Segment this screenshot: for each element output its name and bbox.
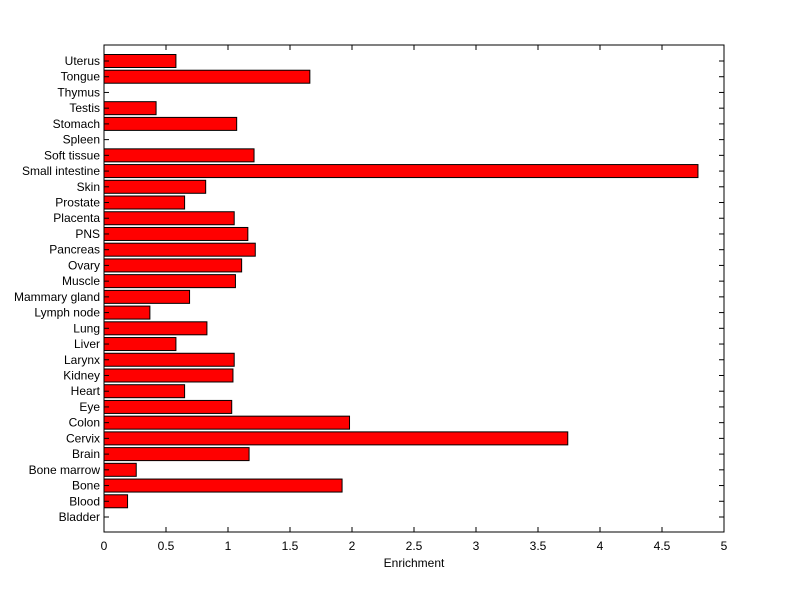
bar-placenta [103, 211, 235, 226]
x-tick-label-1: 0.5 [158, 539, 175, 553]
bar-pns [103, 226, 249, 241]
bar-ovary [103, 258, 243, 273]
bar-larynx [103, 352, 235, 367]
y-tick-label-bladder: Bladder [59, 510, 100, 524]
y-tick-label-prostate: Prostate [55, 196, 100, 210]
bar-heart [103, 384, 186, 399]
y-tick-label-skin: Skin [77, 180, 100, 194]
x-axis-label: Enrichment [384, 556, 445, 570]
y-tick-label-small-intestine: Small intestine [22, 164, 100, 178]
bar-mammary-gland [103, 289, 191, 304]
bar-skin [103, 179, 207, 194]
x-tick-label-8: 4 [597, 539, 604, 553]
x-tick-label-4: 2 [349, 539, 356, 553]
bar-stomach [103, 116, 238, 131]
bar-uterus [103, 54, 177, 68]
bar-cervix [103, 431, 569, 446]
x-tick-label-0: 0 [101, 539, 108, 553]
x-tick-label-6: 3 [473, 539, 480, 553]
y-tick-label-muscle: Muscle [62, 274, 100, 288]
y-tick-label-kidney: Kidney [63, 368, 100, 382]
y-tick-label-pancreas: Pancreas [49, 243, 100, 257]
y-tick-label-spleen: Spleen [63, 133, 100, 147]
bar-kidney [103, 368, 234, 383]
x-tick-label-9: 4.5 [654, 539, 671, 553]
bar-pancreas [103, 242, 256, 257]
y-tick-label-soft-tissue: Soft tissue [44, 148, 100, 162]
y-tick-label-lymph-node: Lymph node [34, 306, 100, 320]
bar-bone [103, 478, 343, 493]
y-tick-label-liver: Liver [74, 337, 100, 351]
bar-prostate [103, 195, 186, 210]
y-tick-label-blood: Blood [69, 494, 100, 508]
y-tick-label-testis: Testis [69, 101, 100, 115]
bar-liver [103, 337, 177, 352]
y-tick-label-eye: Eye [79, 400, 100, 414]
y-tick-label-ovary: Ovary [68, 258, 100, 272]
bar-lung [103, 321, 208, 336]
x-tick-label-2: 1 [225, 539, 232, 553]
y-tick-label-placenta: Placenta [53, 211, 100, 225]
y-tick-label-bone: Bone [72, 479, 100, 493]
bar-eye [103, 399, 233, 414]
bar-soft-tissue [103, 148, 255, 163]
x-tick-label-7: 3.5 [530, 539, 547, 553]
y-tick-label-uterus: Uterus [65, 54, 100, 68]
x-tick-label-10: 5 [721, 539, 728, 553]
bar-tongue [103, 69, 311, 84]
y-tick-label-larynx: Larynx [64, 353, 100, 367]
y-tick-label-lung: Lung [73, 321, 100, 335]
bar-lymph-node [103, 305, 151, 320]
x-tick-label-3: 1.5 [282, 539, 299, 553]
bar-testis [103, 101, 157, 116]
y-tick-label-cervix: Cervix [66, 431, 100, 445]
y-tick-label-stomach: Stomach [53, 117, 100, 131]
y-tick-label-mammary-gland: Mammary gland [14, 290, 100, 304]
bar-small-intestine [103, 164, 699, 179]
x-tick-label-5: 2.5 [406, 539, 423, 553]
y-tick-label-heart: Heart [71, 384, 101, 398]
bar-colon [103, 415, 351, 430]
y-tick-label-bone-marrow: Bone marrow [29, 463, 101, 477]
y-tick-label-colon: Colon [69, 416, 100, 430]
y-tick-label-thymus: Thymus [57, 85, 100, 99]
y-tick-label-pns: PNS [75, 227, 100, 241]
x-ticks-group: 0 0.5 1 1.5 2 2.5 3 3.5 4 4.5 5 [101, 45, 728, 553]
bar-brain [103, 447, 250, 462]
y-tick-label-brain: Brain [72, 447, 100, 461]
y-tick-label-tongue: Tongue [61, 70, 101, 84]
plot-frame [103, 44, 725, 533]
bar-muscle [103, 274, 236, 289]
